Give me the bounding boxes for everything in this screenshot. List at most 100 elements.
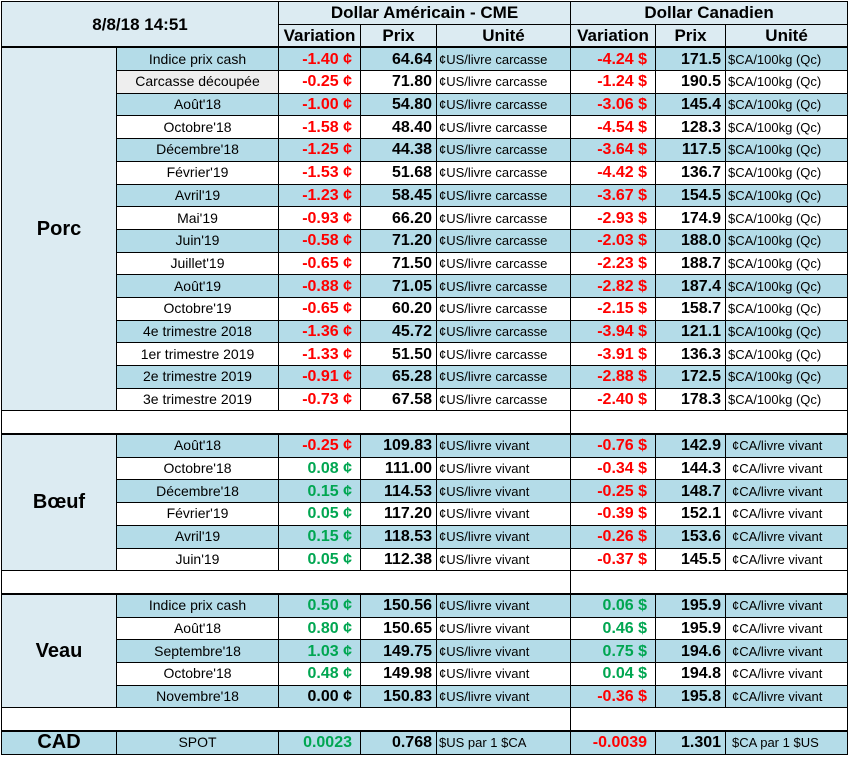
table-row: Avril'19 -1.23 ¢ 58.45 ¢US/livre carcasse -3…: [2, 183, 848, 208]
row-label: Indice prix cash: [116, 46, 279, 72]
usd-variation: 0.48 ¢: [278, 661, 361, 686]
table-row: Décembre'18 -1.25 ¢ 44.38 ¢US/livre carcass…: [2, 138, 848, 162]
usd-unite: ¢US/livre carcasse: [435, 92, 572, 117]
usd-variation: -0.25 ¢: [278, 70, 361, 94]
row-label: Octobre'18: [116, 456, 279, 481]
cad-section-title: Dollar Canadien: [570, 1, 848, 25]
table-row: Octobre'18 0.48 ¢ 149.98 ¢US/livre vivant 0.…: [2, 661, 848, 686]
cad-variation: -2.82 $: [570, 274, 657, 298]
usd-variation: 0.00 ¢: [278, 684, 361, 709]
usd-variation: 0.80 ¢: [278, 616, 361, 641]
usd-unite: ¢US/livre carcasse: [435, 274, 572, 298]
usd-prix: 71.50: [360, 251, 437, 276]
cad-variation: -3.64 $: [570, 138, 657, 162]
cad-prix: 178.3: [655, 387, 727, 412]
cad-prix: 187.4: [655, 274, 727, 298]
usd-prix: 118.53: [360, 524, 437, 549]
table-row: 2e trimestre 2019 -0.91 ¢ 65.28 ¢US/livre c…: [2, 365, 848, 389]
usd-unite: ¢US/livre carcasse: [435, 70, 572, 94]
cad-variation: -2.23 $: [570, 251, 657, 276]
spacer-cell: [570, 570, 848, 595]
row-label: Octobre'19: [116, 296, 279, 321]
usd-variation: 0.08 ¢: [278, 456, 361, 481]
cad-unite: ¢CA/livre vivant: [725, 547, 848, 572]
cad-unite: ¢CA/livre vivant: [725, 616, 848, 641]
cad-prix: 148.7: [655, 479, 727, 504]
cad-unite: $CA/100kg (Qc): [725, 46, 848, 72]
cad-prix: 195.9: [655, 616, 727, 641]
cad-spot-variation: -0.0039: [570, 729, 657, 755]
cad-spot-unite: $CA par 1 $US: [725, 729, 848, 755]
usd-unite: ¢US/livre vivant: [435, 616, 572, 641]
table-row: Avril'19 0.15 ¢ 118.53 ¢US/livre vivant -0.2…: [2, 524, 848, 549]
usd-variation: -1.58 ¢: [278, 115, 361, 140]
row-label: Novembre'18: [116, 684, 279, 709]
cad-prix: 128.3: [655, 115, 727, 140]
usd-prix: 51.50: [360, 342, 437, 366]
cad-variation: -3.94 $: [570, 319, 657, 344]
cad-unite: $CA/100kg (Qc): [725, 296, 848, 321]
cad-unite: ¢CA/livre vivant: [725, 479, 848, 504]
usd-variation: -0.93 ¢: [278, 206, 361, 230]
spacer-cell: [0, 570, 572, 595]
cad-variation: -0.34 $: [570, 456, 657, 481]
cad-variation: -2.88 $: [570, 365, 657, 389]
table-row: Mai'19 -0.93 ¢ 66.20 ¢US/livre carcasse -2.9…: [2, 206, 848, 230]
cad-col-prix: Prix: [655, 23, 727, 48]
cad-unite: $CA/100kg (Qc): [725, 365, 848, 389]
table-row: Carcasse découpée -0.25 ¢ 71.80 ¢US/livre c…: [2, 70, 848, 94]
usd-prix: 112.38: [360, 547, 437, 572]
table-row: Août'18 -1.00 ¢ 54.80 ¢US/livre carcasse -3.…: [2, 92, 848, 117]
table-row: 3e trimestre 2019 -0.73 ¢ 67.58 ¢US/livre c…: [2, 387, 848, 412]
cad-spot-prix: 1.301: [655, 729, 727, 755]
cad-prix: 174.9: [655, 206, 727, 230]
cad-variation: -0.39 $: [570, 502, 657, 526]
cad-col-unite: Unité: [725, 23, 848, 48]
cad-prix: 142.9: [655, 433, 727, 458]
usd-unite: ¢US/livre vivant: [435, 661, 572, 686]
usd-unite: ¢US/livre carcasse: [435, 319, 572, 344]
cad-variation: -0.25 $: [570, 479, 657, 504]
cad-variation: -0.36 $: [570, 684, 657, 709]
row-label: Mai'19: [116, 206, 279, 230]
usd-prix: 71.20: [360, 228, 437, 253]
usd-col-unite: Unité: [435, 23, 572, 48]
usd-prix: 45.72: [360, 319, 437, 344]
usd-variation: -0.25 ¢: [278, 433, 361, 458]
cad-unite: ¢CA/livre vivant: [725, 661, 848, 686]
usd-variation: -0.65 ¢: [278, 251, 361, 276]
usd-prix: 150.83: [360, 684, 437, 709]
cad-variation: -2.03 $: [570, 228, 657, 253]
table-row: Décembre'18 0.15 ¢ 114.53 ¢US/livre vivant -…: [2, 479, 848, 504]
cad-variation: -4.42 $: [570, 160, 657, 185]
table-row: 4e trimestre 2018 -1.36 ¢ 45.72 ¢US/livre c…: [2, 319, 848, 344]
usd-prix: 51.68: [360, 160, 437, 185]
spacer-row: [0, 570, 848, 595]
usd-prix: 44.38: [360, 138, 437, 162]
cad-unite: $CA/100kg (Qc): [725, 228, 848, 253]
usd-unite: ¢US/livre carcasse: [435, 251, 572, 276]
usd-section-title: Dollar Américain - CME: [277, 1, 572, 25]
usd-unite: ¢US/livre vivant: [435, 684, 572, 709]
usd-unite: ¢US/livre carcasse: [435, 342, 572, 366]
usd-variation: 0.50 ¢: [278, 592, 361, 618]
cad-prix: 194.8: [655, 661, 727, 686]
usd-prix: 149.75: [360, 639, 437, 663]
cad-variation: -2.15 $: [570, 296, 657, 321]
table-row: Septembre'18 1.03 ¢ 149.75 ¢US/livre vivant…: [2, 639, 848, 663]
group-label-porc: Porc: [1, 46, 117, 412]
usd-variation: 0.15 ¢: [278, 524, 361, 549]
cad-prix: 188.0: [655, 228, 727, 253]
table-row: Juin'19 0.05 ¢ 112.38 ¢US/livre vivant -0.37…: [2, 547, 848, 572]
table-row: 1er trimestre 2019 -1.33 ¢ 51.50 ¢US/livre …: [2, 342, 848, 366]
cad-unite: ¢CA/livre vivant: [725, 684, 848, 709]
cad-variation: -0.26 $: [570, 524, 657, 549]
usd-spot-unite: $US par 1 $CA: [435, 729, 572, 755]
table-row: Octobre'18 0.08 ¢ 111.00 ¢US/livre vivant -0…: [2, 456, 848, 481]
usd-unite: ¢US/livre carcasse: [435, 183, 572, 208]
cad-prix: 195.8: [655, 684, 727, 709]
cad-prix: 136.7: [655, 160, 727, 185]
usd-unite: ¢US/livre carcasse: [435, 296, 572, 321]
cad-unite: $CA/100kg (Qc): [725, 206, 848, 230]
spot-row: CAD SPOT 0.0023 0.768 $US par 1 $CA -0.0039 1.…: [1, 729, 848, 755]
